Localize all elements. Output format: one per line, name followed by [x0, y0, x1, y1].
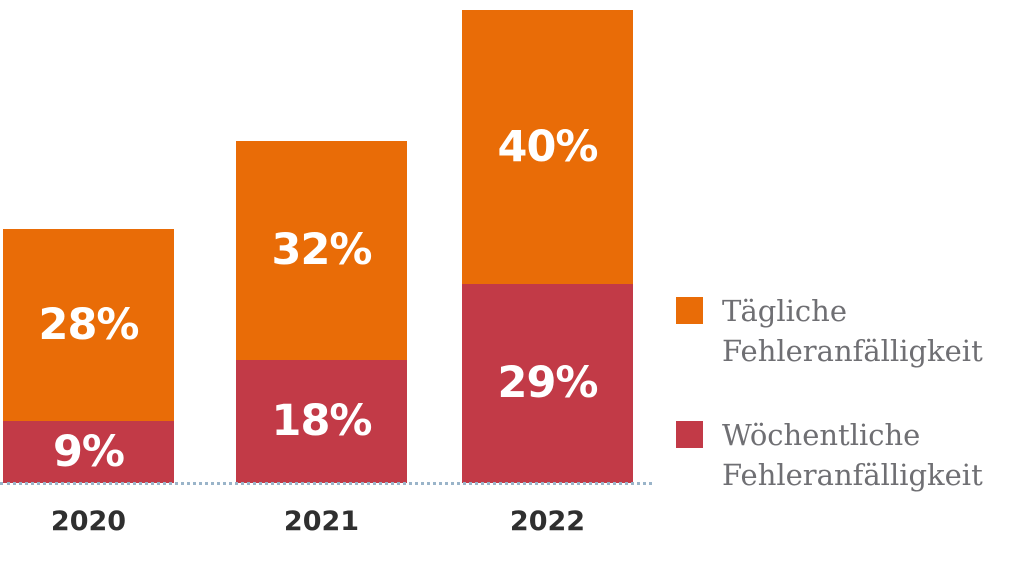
bar-value-label-woechentliche-2020: 9% [52, 426, 125, 477]
bar-group-2020: 28% 9% [3, 229, 174, 483]
bar-value-label-woechentliche-2021: 18% [271, 396, 373, 446]
legend-swatch-orange-icon [676, 297, 703, 324]
legend-label-taegliche: Tägliche Fehleranfälligkeit [722, 291, 983, 371]
legend-label-woechentliche-line2: Fehleranfälligkeit [722, 458, 983, 492]
legend-item-woechentliche: Wöchentliche Fehleranfälligkeit [676, 415, 983, 495]
legend-label-taegliche-line2: Fehleranfälligkeit [722, 334, 983, 368]
axis-baseline-dotted [0, 482, 652, 485]
bar-segment-taegliche-2021: 32% [236, 141, 407, 360]
category-label-2020: 2020 [50, 506, 127, 537]
legend-label-woechentliche-line1: Wöchentliche [722, 418, 921, 452]
category-label-2021: 2021 [283, 506, 360, 537]
bar-segment-woechentliche-2022: 29% [462, 284, 633, 483]
bar-value-label-taegliche-2022: 40% [497, 121, 599, 172]
category-label-2022: 2022 [509, 506, 586, 537]
bar-segment-taegliche-2020: 28% [3, 229, 174, 421]
bar-segment-woechentliche-2020: 9% [3, 421, 174, 483]
legend-item-taegliche: Tägliche Fehleranfälligkeit [676, 291, 983, 371]
bar-group-2022: 40% 29% [462, 10, 633, 483]
bar-value-label-woechentliche-2022: 29% [497, 358, 599, 408]
legend-swatch-red-icon [676, 421, 703, 448]
bar-group-2021: 32% 18% [236, 141, 407, 483]
bar-segment-woechentliche-2021: 18% [236, 360, 407, 483]
legend-label-taegliche-line1: Tägliche [722, 294, 847, 328]
bar-value-label-taegliche-2021: 32% [271, 225, 373, 275]
bar-segment-taegliche-2022: 40% [462, 10, 633, 284]
legend-label-woechentliche: Wöchentliche Fehleranfälligkeit [722, 415, 983, 495]
bar-value-label-taegliche-2020: 28% [38, 299, 140, 350]
